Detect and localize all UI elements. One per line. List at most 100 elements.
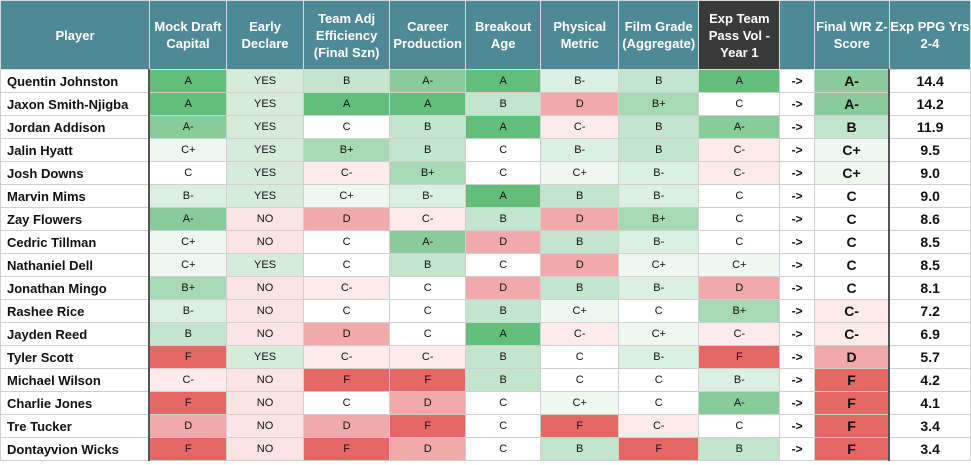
player-name-cell: Cedric Tillman xyxy=(0,230,151,254)
breakout-age-cell: A xyxy=(465,115,542,139)
final-z-score-cell: F xyxy=(813,414,890,438)
exp-ppg-cell: 4.1 xyxy=(888,391,971,415)
arrow-cell: -> xyxy=(779,345,815,369)
player-name-cell: Tyler Scott xyxy=(0,345,151,369)
mock-draft-capital-cell: B- xyxy=(148,184,228,208)
physical-metric-cell: C+ xyxy=(540,299,620,323)
breakout-age-cell: D xyxy=(465,276,542,300)
early-declare-cell: YES xyxy=(226,253,305,277)
table-row: Jonathan Mingo B+ NO C- C D B B- D -> C 8.1 xyxy=(0,276,971,300)
exp-ppg-cell: 9.5 xyxy=(888,138,971,162)
final-z-score-cell: C+ xyxy=(813,138,890,162)
exp-team-pass-vol-cell: A- xyxy=(698,115,781,139)
arrow-cell: -> xyxy=(779,207,815,231)
early-declare-cell: YES xyxy=(226,115,305,139)
table-row: Rashee Rice B- NO C C B C+ C B+ -> C- 7.2 xyxy=(0,299,971,323)
final-z-score-cell: F xyxy=(813,391,890,415)
exp-ppg-cell: 3.4 xyxy=(888,414,971,438)
header-film-grade: Film Grade (Aggregate) xyxy=(618,0,700,70)
player-name-cell: Jayden Reed xyxy=(0,322,151,346)
career-production-cell: A xyxy=(389,92,467,116)
final-z-score-cell: C xyxy=(813,184,890,208)
mock-draft-capital-cell: C+ xyxy=(148,230,228,254)
mock-draft-capital-cell: C xyxy=(148,161,228,185)
breakout-age-cell: C xyxy=(465,253,542,277)
team-adj-efficiency-cell: C- xyxy=(303,345,391,369)
career-production-cell: D xyxy=(389,437,467,461)
exp-team-pass-vol-cell: C xyxy=(698,184,781,208)
exp-team-pass-vol-cell: C- xyxy=(698,161,781,185)
table-row: Jordan Addison A- YES C B A C- B A- -> B 11.9 xyxy=(0,115,971,139)
film-grade-cell: B+ xyxy=(618,92,700,116)
early-declare-cell: YES xyxy=(226,345,305,369)
mock-draft-capital-cell: A- xyxy=(148,115,228,139)
team-adj-efficiency-cell: D xyxy=(303,414,391,438)
team-adj-efficiency-cell: F xyxy=(303,437,391,461)
header-blank xyxy=(779,0,815,70)
breakout-age-cell: A xyxy=(465,69,542,93)
physical-metric-cell: D xyxy=(540,253,620,277)
team-adj-efficiency-cell: D xyxy=(303,207,391,231)
team-adj-efficiency-cell: C xyxy=(303,230,391,254)
mock-draft-capital-cell: F xyxy=(148,391,228,415)
career-production-cell: C xyxy=(389,299,467,323)
early-declare-cell: YES xyxy=(226,92,305,116)
table-row: Zay Flowers A- NO D C- B D B+ C -> C 8.6 xyxy=(0,207,971,231)
team-adj-efficiency-cell: C+ xyxy=(303,184,391,208)
arrow-cell: -> xyxy=(779,184,815,208)
exp-ppg-cell: 14.4 xyxy=(888,69,971,93)
table-row: Dontayvion Wicks F NO F D C B F B -> F 3.4 xyxy=(0,437,971,461)
exp-team-pass-vol-cell: C+ xyxy=(698,253,781,277)
mock-draft-capital-cell: C+ xyxy=(148,138,228,162)
final-z-score-cell: C xyxy=(813,276,890,300)
breakout-age-cell: B xyxy=(465,368,542,392)
header-final-wr-z-score: Final WR Z-Score xyxy=(813,0,890,70)
career-production-cell: B+ xyxy=(389,161,467,185)
early-declare-cell: YES xyxy=(226,184,305,208)
breakout-age-cell: B xyxy=(465,299,542,323)
team-adj-efficiency-cell: A xyxy=(303,92,391,116)
film-grade-cell: C xyxy=(618,391,700,415)
table-body: Quentin Johnston A YES B A- A B- B A -> A- 14.4 Jaxo… xyxy=(0,69,971,461)
header-breakout-age: Breakout Age xyxy=(465,0,542,70)
arrow-cell: -> xyxy=(779,69,815,93)
film-grade-cell: B xyxy=(618,138,700,162)
header-team-adj-efficiency: Team Adj Efficiency (Final Szn) xyxy=(303,0,391,70)
team-adj-efficiency-cell: C xyxy=(303,115,391,139)
exp-ppg-cell: 4.2 xyxy=(888,368,971,392)
mock-draft-capital-cell: A xyxy=(148,92,228,116)
mock-draft-capital-cell: A- xyxy=(148,207,228,231)
exp-ppg-cell: 9.0 xyxy=(888,161,971,185)
exp-ppg-cell: 5.7 xyxy=(888,345,971,369)
physical-metric-cell: C+ xyxy=(540,391,620,415)
player-name-cell: Jalin Hyatt xyxy=(0,138,151,162)
player-name-cell: Jaxon Smith-Njigba xyxy=(0,92,151,116)
early-declare-cell: NO xyxy=(226,414,305,438)
arrow-cell: -> xyxy=(779,253,815,277)
player-name-cell: Rashee Rice xyxy=(0,299,151,323)
film-grade-cell: B- xyxy=(618,345,700,369)
film-grade-cell: C xyxy=(618,299,700,323)
physical-metric-cell: B xyxy=(540,230,620,254)
final-z-score-cell: C xyxy=(813,207,890,231)
team-adj-efficiency-cell: F xyxy=(303,368,391,392)
player-name-cell: Marvin Mims xyxy=(0,184,151,208)
exp-ppg-cell: 8.1 xyxy=(888,276,971,300)
final-z-score-cell: C xyxy=(813,253,890,277)
breakout-age-cell: B xyxy=(465,345,542,369)
exp-ppg-cell: 14.2 xyxy=(888,92,971,116)
table-row: Quentin Johnston A YES B A- A B- B A -> A- 14.4 xyxy=(0,69,971,93)
player-name-cell: Jordan Addison xyxy=(0,115,151,139)
breakout-age-cell: B xyxy=(465,92,542,116)
exp-team-pass-vol-cell: C xyxy=(698,92,781,116)
early-declare-cell: NO xyxy=(226,437,305,461)
team-adj-efficiency-cell: B+ xyxy=(303,138,391,162)
early-declare-cell: YES xyxy=(226,69,305,93)
team-adj-efficiency-cell: D xyxy=(303,322,391,346)
physical-metric-cell: B xyxy=(540,437,620,461)
career-production-cell: C xyxy=(389,276,467,300)
physical-metric-cell: B xyxy=(540,184,620,208)
career-production-cell: B xyxy=(389,253,467,277)
mock-draft-capital-cell: B+ xyxy=(148,276,228,300)
